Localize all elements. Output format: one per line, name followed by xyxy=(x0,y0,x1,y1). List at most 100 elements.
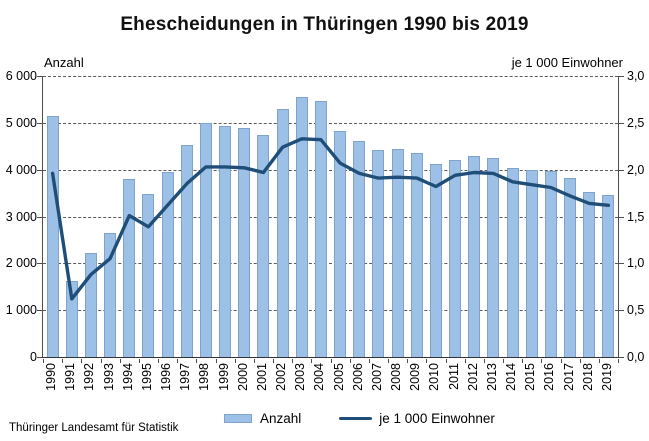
bar-2017 xyxy=(564,177,577,357)
left-axis-tick xyxy=(37,169,42,171)
left-axis-label-3000: 3 000 xyxy=(5,209,37,224)
left-axis-tick xyxy=(37,216,42,218)
x-axis-label-2010: 2010 xyxy=(427,363,442,391)
left-axis-tick xyxy=(37,310,42,312)
x-axis-label-2017: 2017 xyxy=(561,363,576,391)
x-axis-label-2001: 2001 xyxy=(254,363,269,391)
x-axis-label-1991: 1991 xyxy=(63,363,78,391)
x-axis-tick xyxy=(62,358,64,363)
bar-2000 xyxy=(238,128,251,357)
gridline-2000 xyxy=(43,263,618,265)
right-axis-tick xyxy=(619,357,624,358)
divorce-rate-line xyxy=(50,137,611,301)
right-axis-tick xyxy=(619,169,624,171)
x-axis-tick xyxy=(368,358,370,363)
bar-2004 xyxy=(314,100,327,357)
legend-item-anzahl: Anzahl xyxy=(224,411,301,426)
left-axis-tick xyxy=(37,122,42,124)
x-axis-label-1998: 1998 xyxy=(197,363,212,391)
bar-2013 xyxy=(487,158,500,357)
right-axis-unit-label: je 1 000 Einwohner xyxy=(511,55,623,70)
right-axis-tick xyxy=(619,310,624,312)
bar-2018 xyxy=(583,192,596,357)
gridline-1000 xyxy=(43,310,618,312)
bar-2014 xyxy=(506,168,519,357)
bar-1999 xyxy=(219,125,232,357)
right-axis-label-2_5: 2,5 xyxy=(627,115,645,130)
x-axis-label-2013: 2013 xyxy=(484,363,499,391)
legend-rate-label: je 1 000 Einwohner xyxy=(379,411,495,426)
x-axis-label-2009: 2009 xyxy=(408,363,423,391)
left-axis-label-6000: 6 000 xyxy=(5,69,37,83)
bar-2015 xyxy=(525,169,538,357)
x-axis-label-2019: 2019 xyxy=(599,363,614,391)
x-axis-label-2003: 2003 xyxy=(293,363,308,391)
x-axis-tick xyxy=(330,358,332,363)
x-axis-tick xyxy=(426,358,428,363)
gridline-5000 xyxy=(43,122,618,124)
bar-2010 xyxy=(429,163,442,357)
bar-2001 xyxy=(257,134,270,357)
line-series-swatch-icon xyxy=(339,416,373,421)
x-axis-tick xyxy=(273,358,274,363)
right-axis-label-0_5: 0,5 xyxy=(627,303,645,318)
x-axis-tick xyxy=(541,358,543,363)
bar-2007 xyxy=(372,149,385,357)
left-axis-tick xyxy=(37,263,42,265)
x-axis-label-2008: 2008 xyxy=(389,363,404,391)
x-axis-tick xyxy=(138,358,140,363)
right-axis-label-2_0: 2,0 xyxy=(627,162,645,177)
right-axis-tick xyxy=(619,263,624,265)
x-axis-tick xyxy=(100,358,102,363)
x-axis-tick xyxy=(177,358,179,363)
x-axis-label-2006: 2006 xyxy=(350,363,365,391)
x-axis-label-1992: 1992 xyxy=(82,363,97,391)
x-axis-label-1995: 1995 xyxy=(139,363,154,391)
x-axis-label-2015: 2015 xyxy=(523,363,538,391)
x-axis-label-1997: 1997 xyxy=(178,363,193,391)
left-axis-tick xyxy=(37,357,42,358)
x-axis-label-1994: 1994 xyxy=(120,363,135,391)
left-axis-tick xyxy=(37,76,42,77)
bar-2002 xyxy=(276,108,289,357)
bar-2012 xyxy=(468,156,481,357)
right-axis-label-1_0: 1,0 xyxy=(627,256,645,271)
x-axis-tick xyxy=(522,358,524,363)
x-axis-tick xyxy=(311,358,313,363)
x-axis-tick xyxy=(579,358,581,363)
left-axis-label-2000: 2 000 xyxy=(5,256,37,271)
x-axis-tick xyxy=(253,358,255,363)
right-axis-label-0_0: 0,0 xyxy=(627,350,645,364)
bar-1993 xyxy=(104,232,117,357)
left-axis-label-0: 0 xyxy=(30,350,37,364)
x-axis-label-2000: 2000 xyxy=(235,363,250,391)
x-axis-tick xyxy=(349,358,351,363)
bar-2011 xyxy=(449,159,462,357)
x-axis-tick xyxy=(598,358,600,363)
x-axis-label-1993: 1993 xyxy=(101,363,116,391)
right-axis-label-1_5: 1,5 xyxy=(627,209,645,224)
bar-1997 xyxy=(180,145,193,357)
right-axis-tick xyxy=(619,216,624,218)
x-axis-label-2016: 2016 xyxy=(542,363,557,391)
bar-2016 xyxy=(544,171,557,357)
bar-2009 xyxy=(410,152,423,357)
x-axis-tick xyxy=(388,358,389,363)
bar-2008 xyxy=(391,149,404,357)
left-axis-label-1000: 1 000 xyxy=(5,303,37,318)
x-axis-label-1996: 1996 xyxy=(159,363,174,391)
x-axis-label-2014: 2014 xyxy=(504,363,519,391)
source-caption: Thüringer Landesamt für Statistik xyxy=(9,422,179,434)
x-axis-tick xyxy=(464,358,466,363)
x-axis-tick xyxy=(618,358,619,363)
legend: Anzahl je 1 000 Einwohner xyxy=(224,411,495,426)
x-axis-tick xyxy=(81,358,83,363)
x-axis-tick xyxy=(234,358,236,363)
bar-1998 xyxy=(199,122,212,357)
x-axis-tick xyxy=(196,358,198,363)
bar-2019 xyxy=(602,195,615,357)
x-axis-tick xyxy=(158,358,159,363)
bar-2006 xyxy=(353,141,366,357)
bar-1990 xyxy=(46,115,59,357)
left-axis-unit-label: Anzahl xyxy=(44,55,84,70)
